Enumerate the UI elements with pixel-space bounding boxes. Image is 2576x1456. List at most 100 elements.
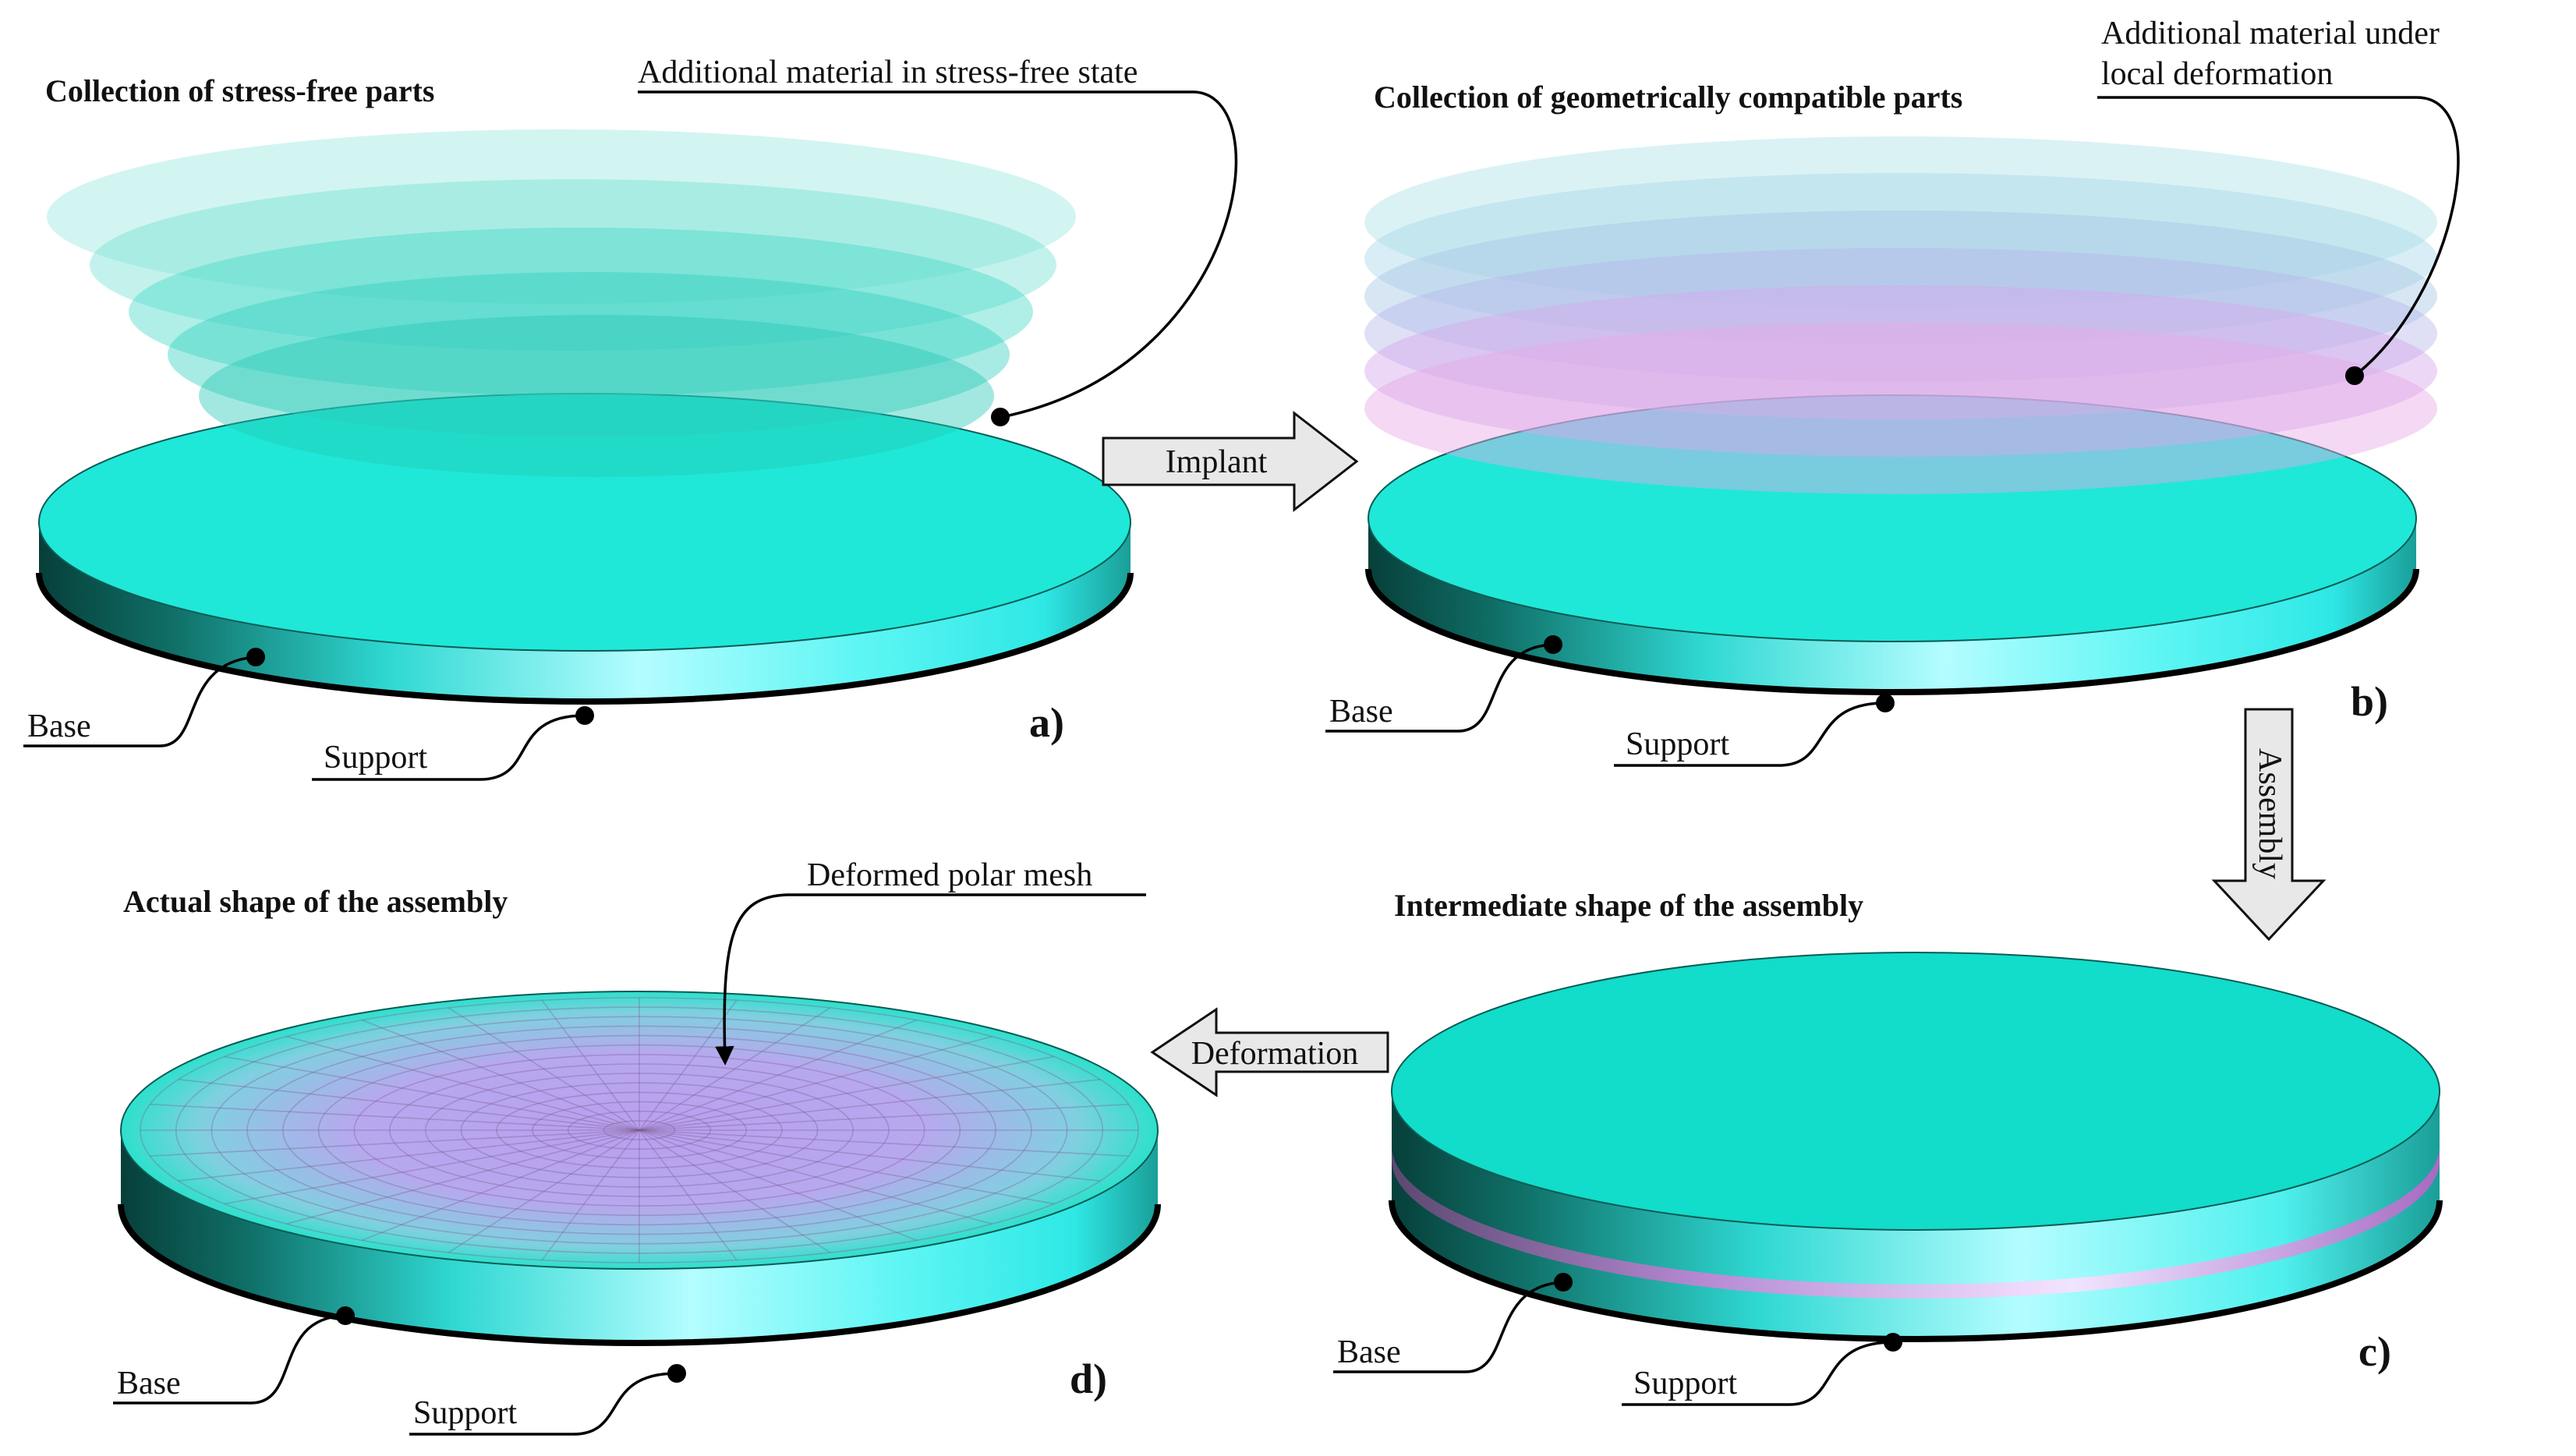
note-d: Deformed polar mesh <box>807 857 1092 893</box>
support-b: Support <box>1626 726 1729 762</box>
mesh-spoke <box>639 1129 917 1242</box>
panel-a-label: a) <box>1029 699 1064 746</box>
mesh-ring <box>175 1006 1104 1254</box>
panel-d-label: d) <box>1070 1355 1107 1402</box>
mesh-spoke <box>541 999 640 1131</box>
mesh-ring <box>282 1034 996 1226</box>
base-d-leader <box>113 1314 346 1405</box>
mesh-spoke <box>362 1129 640 1242</box>
support-a: Support <box>324 740 427 776</box>
base-a-dot <box>246 648 265 666</box>
mesh-ring <box>317 1044 961 1217</box>
mesh-ring <box>246 1025 1032 1235</box>
base-disc-b <box>1365 394 2419 695</box>
support-d: Support <box>413 1395 517 1431</box>
note-b-leader <box>2097 96 2460 377</box>
mesh-spoke <box>639 1129 993 1225</box>
assembly-arrow: Assembly <box>2211 708 2327 942</box>
base-b: Base <box>1329 694 1393 730</box>
mesh-ring <box>603 1120 676 1140</box>
base-c: Base <box>1337 1334 1401 1370</box>
base-a-leader <box>23 656 257 747</box>
support-b-leader <box>1614 701 1886 767</box>
note-b-line1: Additional material under <box>2101 16 2440 51</box>
deformed-polar-mesh <box>140 997 1139 1263</box>
mesh-spoke <box>448 1007 640 1131</box>
mesh-ring <box>460 1082 819 1179</box>
mesh-spoke <box>639 1129 1055 1205</box>
panel-a-title: Collection of stress-free parts <box>45 73 435 108</box>
mesh-spoke <box>286 1036 640 1131</box>
panel-b-label: b) <box>2351 678 2388 725</box>
implant-arrow: Implant <box>1102 410 1359 513</box>
mesh-spoke <box>639 1019 917 1131</box>
mesh-ring <box>424 1073 855 1188</box>
mesh-spoke <box>448 1129 640 1253</box>
mesh-spoke <box>639 1129 1101 1182</box>
mesh-ring <box>353 1054 925 1207</box>
mesh-spoke <box>178 1079 640 1131</box>
base-a: Base <box>27 709 91 744</box>
note-a: Additional material in stress-free state <box>638 55 1138 90</box>
base-disc-d <box>118 991 1161 1346</box>
support-c-dot <box>1884 1333 1902 1352</box>
mesh-spoke <box>224 1055 640 1131</box>
mesh-spoke <box>150 1104 640 1131</box>
mesh-spoke <box>639 1007 831 1131</box>
mesh-spoke <box>639 1129 1129 1157</box>
mesh-spoke <box>178 1129 640 1182</box>
panel-d: Actual shape of the assembly Deformed po… <box>113 857 1161 1436</box>
deformation-arrow: Deformation <box>1150 1007 1389 1097</box>
panel-b: Collection of geometrically compatible p… <box>1325 16 2460 767</box>
panel-a: Collection of stress-free parts Addition… <box>23 55 1238 781</box>
panel-d-title: Actual shape of the assembly <box>123 884 508 919</box>
mesh-spoke <box>639 1079 1101 1131</box>
panel-b-title: Collection of geometrically compatible p… <box>1374 80 1962 115</box>
mesh-ring <box>389 1063 890 1197</box>
mesh-spoke <box>639 1129 831 1253</box>
base-d: Base <box>117 1366 181 1401</box>
mesh-spoke <box>639 1104 1129 1131</box>
mesh-ring <box>567 1110 712 1150</box>
support-d-dot <box>667 1364 686 1383</box>
base-c-dot <box>1554 1273 1573 1292</box>
base-c-leader <box>1333 1281 1564 1373</box>
support-c: Support <box>1633 1366 1737 1401</box>
mesh-ring <box>532 1101 747 1160</box>
support-c-leader <box>1622 1341 1894 1406</box>
support-a-dot <box>575 706 594 725</box>
note-b-dot <box>2345 366 2364 385</box>
note-b-line2: local deformation <box>2101 56 2333 92</box>
mesh-spoke <box>150 1129 640 1157</box>
note-d-leader <box>715 893 1146 1065</box>
note-a-leader <box>638 90 1238 419</box>
mesh-ring <box>496 1091 783 1169</box>
assembly-label: Assembly <box>2252 748 2288 879</box>
compatible-layers <box>1364 136 2437 494</box>
mesh-spoke <box>639 1055 1055 1131</box>
mesh-spoke <box>639 1036 993 1131</box>
support-a-leader <box>312 714 586 781</box>
mesh-ring <box>211 1016 1068 1245</box>
mesh-spoke <box>541 1129 640 1261</box>
base-disc-c <box>1389 952 2443 1342</box>
panel-c-title: Intermediate shape of the assembly <box>1394 888 1863 923</box>
mesh-spoke <box>362 1019 640 1131</box>
deformation-label: Deformation <box>1191 1036 1359 1072</box>
panel-c-label: c) <box>2358 1328 2391 1375</box>
mesh-spoke <box>224 1129 640 1205</box>
mesh-spoke <box>639 999 738 1131</box>
base-disc-a <box>36 393 1134 705</box>
base-d-dot <box>336 1306 355 1325</box>
mesh-ring <box>140 997 1139 1263</box>
mesh-spoke <box>639 1129 738 1261</box>
base-b-dot <box>1544 635 1562 654</box>
support-d-leader <box>409 1372 678 1436</box>
panel-c: Intermediate shape of the assembly Base … <box>1333 888 2443 1406</box>
mesh-spoke <box>286 1129 640 1225</box>
implant-label: Implant <box>1166 444 1268 480</box>
note-a-dot <box>991 408 1010 426</box>
support-b-dot <box>1876 694 1895 712</box>
base-b-leader <box>1325 643 1554 733</box>
